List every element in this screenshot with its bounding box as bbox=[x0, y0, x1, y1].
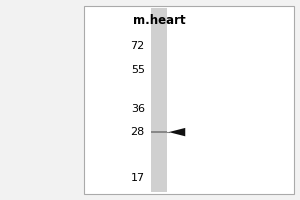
Text: m.heart: m.heart bbox=[133, 14, 185, 27]
Text: 36: 36 bbox=[131, 104, 145, 114]
FancyBboxPatch shape bbox=[151, 131, 167, 133]
Text: 72: 72 bbox=[130, 41, 145, 51]
Text: 17: 17 bbox=[130, 173, 145, 183]
Polygon shape bbox=[169, 128, 185, 136]
Text: 28: 28 bbox=[130, 127, 145, 137]
Text: 55: 55 bbox=[131, 65, 145, 75]
FancyBboxPatch shape bbox=[151, 8, 167, 192]
FancyBboxPatch shape bbox=[84, 6, 294, 194]
